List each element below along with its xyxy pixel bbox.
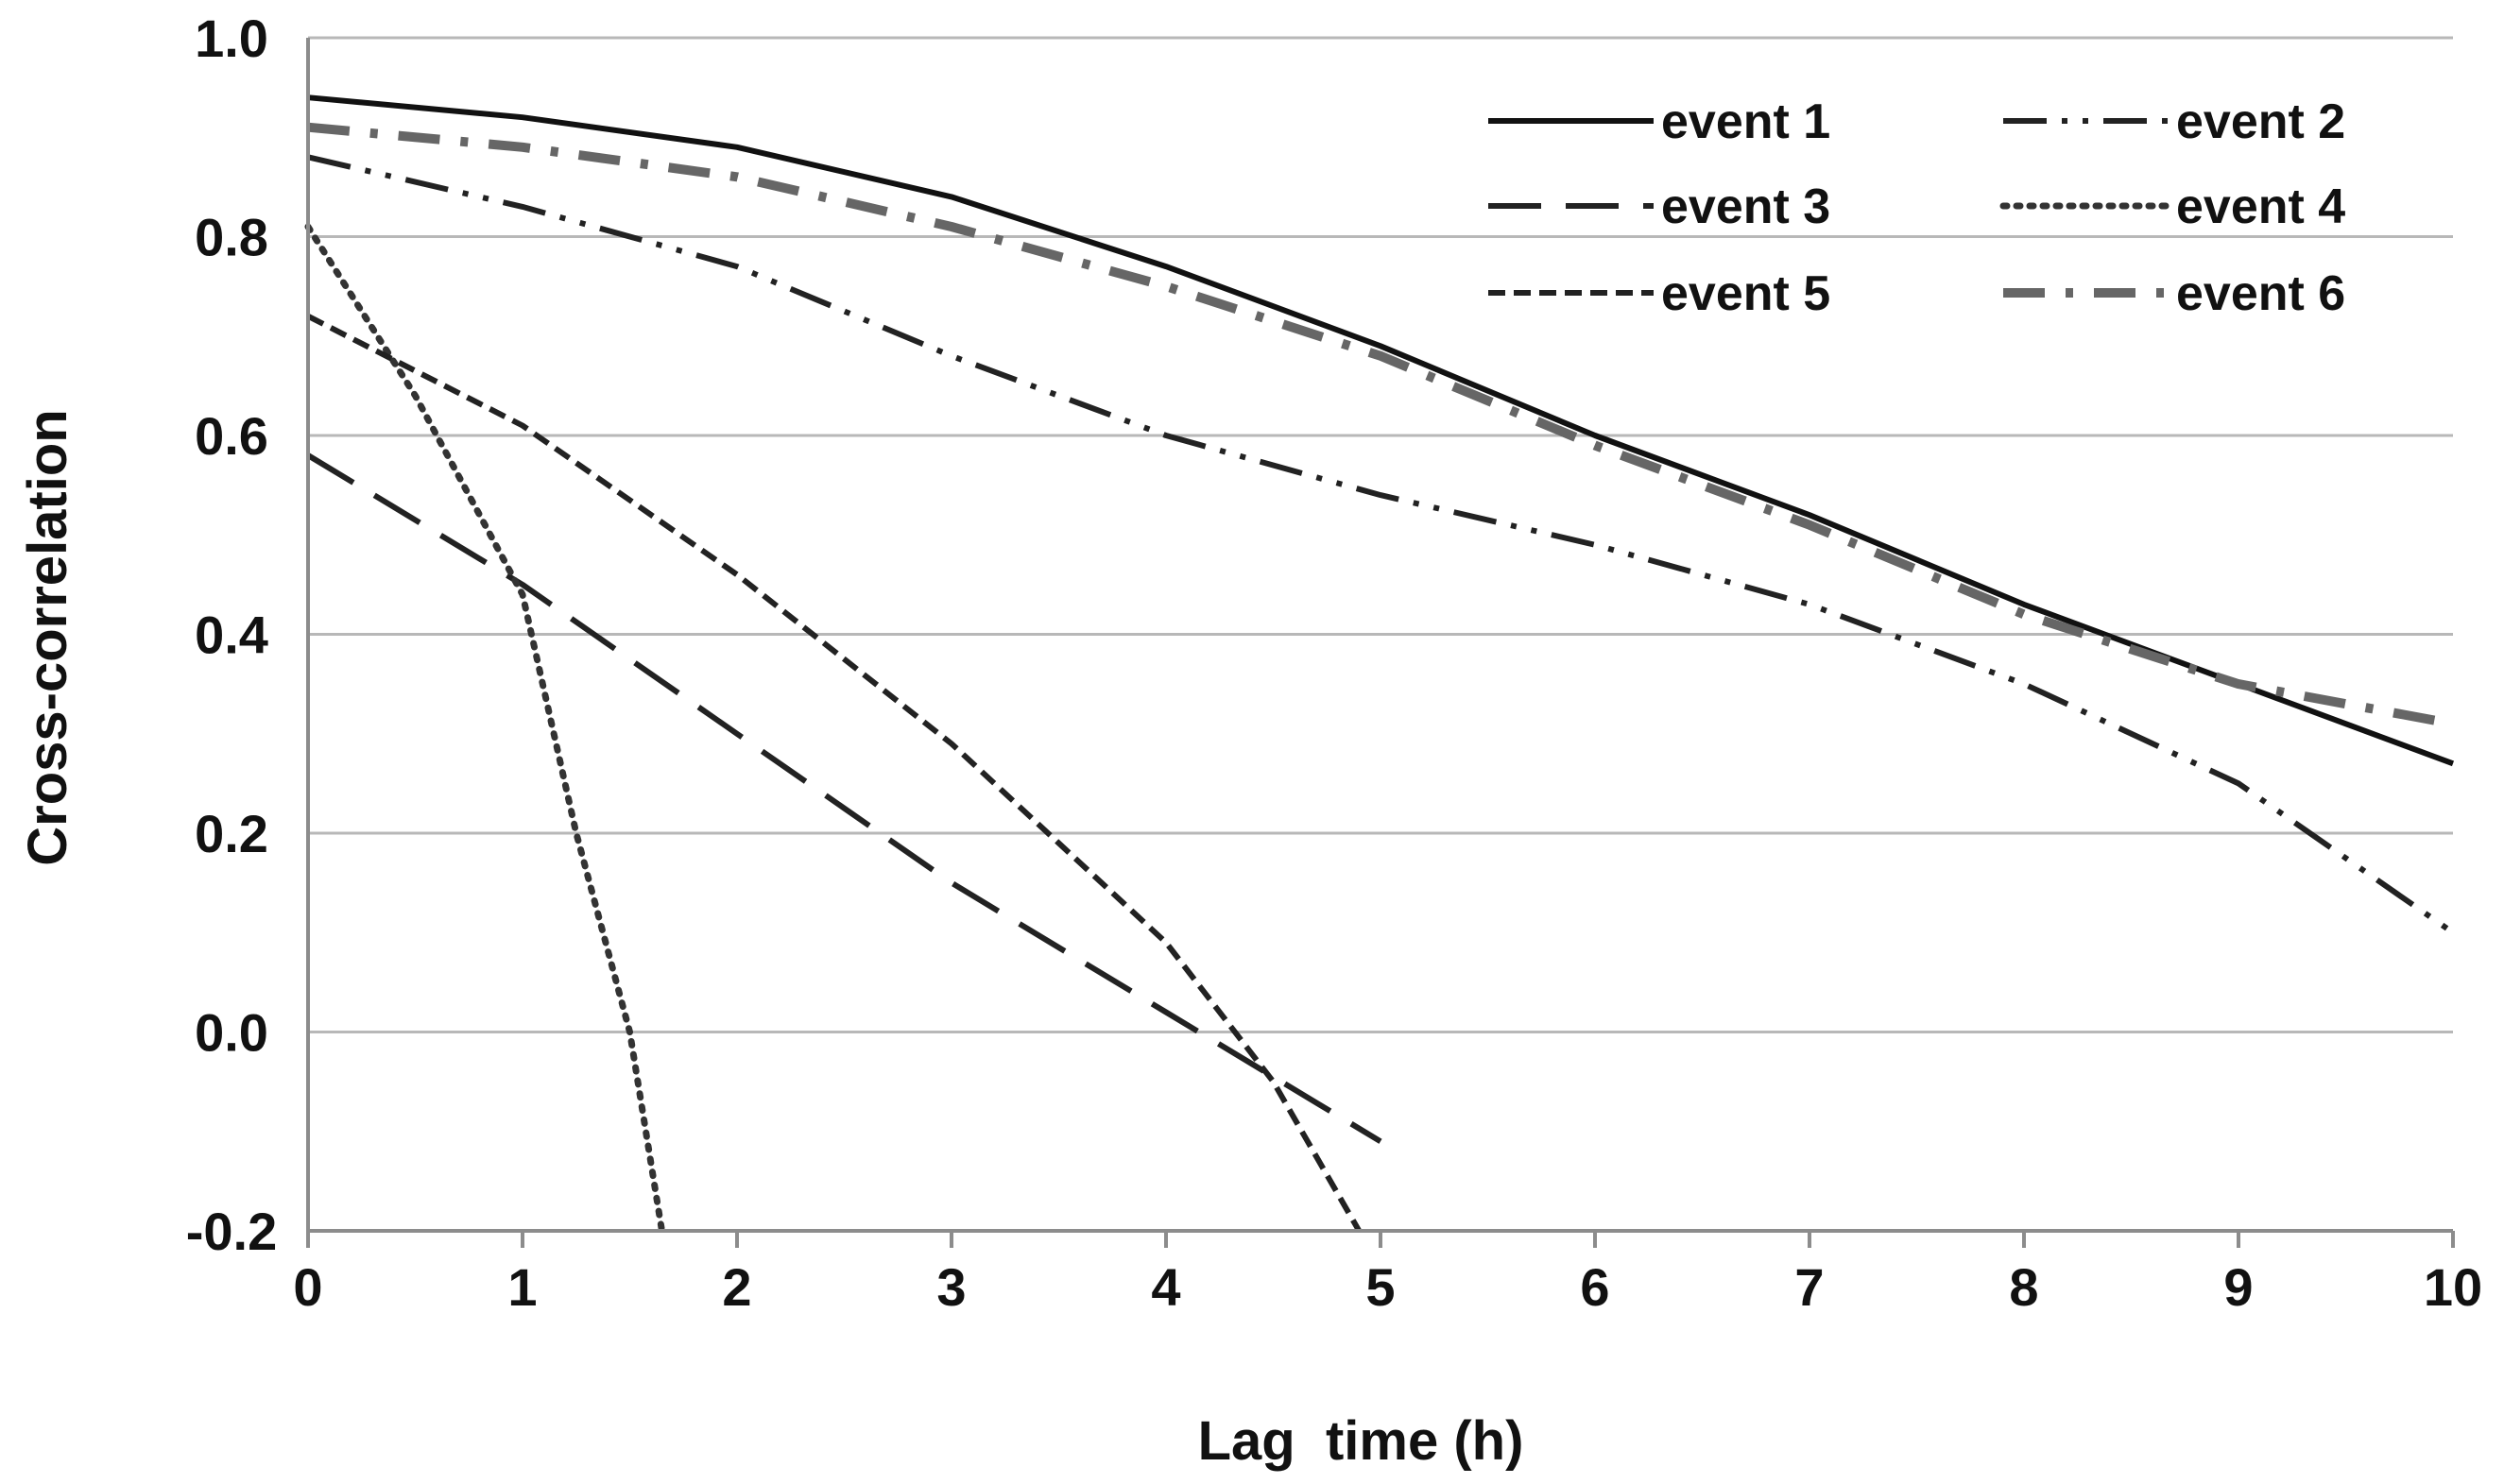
- legend-label: event 5: [1661, 266, 1830, 321]
- legend-item: event 5: [1488, 266, 1830, 321]
- y-tick-label: 1.0: [195, 9, 268, 68]
- y-tick-label: -0.2: [186, 1202, 278, 1261]
- x-tick-label: 5: [1365, 1257, 1395, 1317]
- legend-label: event 1: [1661, 94, 1830, 149]
- legend-label: event 4: [2176, 179, 2345, 234]
- legend-label: event 2: [2176, 94, 2345, 149]
- legend-label: event 6: [2176, 266, 2345, 321]
- axes: [306, 38, 2455, 1248]
- legend-label: event 3: [1661, 179, 1830, 234]
- legend-item: event 3: [1488, 179, 1830, 234]
- x-tick-label: 2: [722, 1257, 751, 1317]
- y-tick-label: 0.8: [195, 208, 268, 267]
- y-tick-label: 0.0: [195, 1003, 268, 1063]
- legend-item: event 4: [1999, 179, 2345, 234]
- y-tick-label: 0.6: [195, 406, 268, 466]
- x-tick-label: 4: [1151, 1257, 1180, 1317]
- series-line-event-4: [304, 223, 665, 1235]
- x-tick-label: 3: [936, 1257, 966, 1317]
- x-tick-label: 0: [293, 1257, 322, 1317]
- series-lines: [304, 94, 2455, 1235]
- x-tick-label: 7: [1794, 1257, 1824, 1317]
- legend-item: event 2: [2003, 94, 2345, 149]
- x-tick-label: 10: [2424, 1257, 2482, 1317]
- legend: event 1 event 2 event 3 event 4 event 5 event…: [1488, 94, 2345, 321]
- y-axis-tick-labels: 1.0 0.8 0.6 0.4 0.2 0.0 -0.2: [186, 9, 278, 1261]
- y-tick-label: 0.4: [195, 606, 268, 665]
- series-line-event-1: [307, 94, 2455, 767]
- x-tick-label: 1: [507, 1257, 537, 1317]
- legend-item: event 1: [1488, 94, 1830, 149]
- series-line-event-5: [306, 314, 1362, 1233]
- series-line-event-2: [307, 154, 2455, 935]
- y-tick-label: 0.2: [195, 804, 268, 863]
- legend-item: event 6: [2003, 266, 2345, 321]
- x-tick-label: 8: [2009, 1257, 2038, 1317]
- y-axis-title: Cross-correlation: [17, 409, 78, 865]
- x-tick-label: 6: [1580, 1257, 1609, 1317]
- x-axis-tick-labels: 0 1 2 3 4 5 6 7 8 9 10: [293, 1257, 2482, 1317]
- series-line-event-3: [306, 452, 1382, 1144]
- series-line-event-6: [307, 122, 2454, 729]
- x-axis-title: Lag time (h): [1198, 1410, 1524, 1472]
- x-tick-label: 9: [2223, 1257, 2253, 1317]
